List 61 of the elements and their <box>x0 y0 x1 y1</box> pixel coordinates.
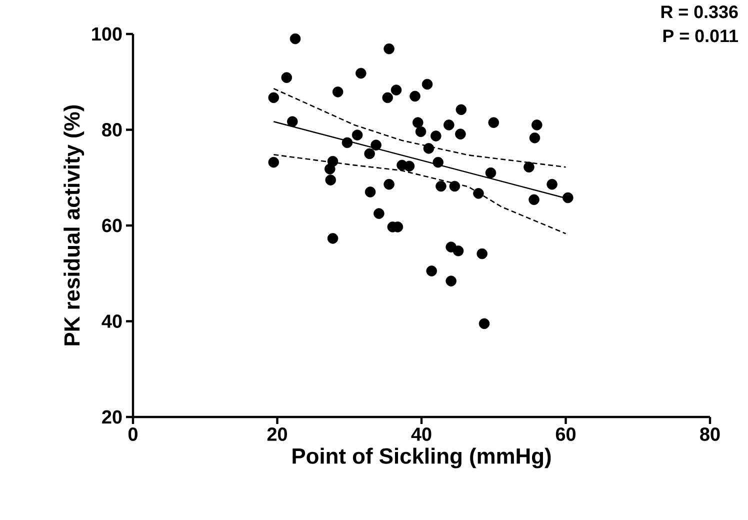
point <box>528 194 540 206</box>
point <box>488 117 500 128</box>
point <box>423 143 434 154</box>
point <box>342 137 353 148</box>
point <box>332 86 344 98</box>
x-axis-title: Point of Sickling (mmHg) <box>292 448 551 468</box>
y-tick-label: 100 <box>92 27 122 41</box>
point <box>455 128 466 140</box>
x-tick-label: 0 <box>128 428 138 441</box>
point <box>325 174 336 186</box>
x-tick-label: 20 <box>267 428 287 441</box>
point <box>281 72 292 83</box>
point <box>478 318 490 330</box>
x-tick-label: 80 <box>700 428 720 441</box>
point <box>384 178 394 190</box>
y-axis-title: PK residual activity (%) <box>64 105 84 346</box>
point <box>364 186 376 198</box>
y-tick-label: 80 <box>102 123 122 136</box>
point <box>452 245 464 256</box>
point <box>476 248 488 260</box>
point <box>422 78 433 90</box>
y-tick-label: 60 <box>102 218 122 232</box>
point <box>432 156 444 168</box>
point <box>290 33 301 44</box>
point <box>356 68 366 79</box>
point <box>430 130 442 142</box>
x-tick-label: 60 <box>556 428 576 441</box>
point <box>268 156 280 168</box>
y-tick-label: 20 <box>102 410 122 424</box>
point <box>473 188 484 199</box>
x-tick-label: 40 <box>411 428 432 441</box>
point <box>287 116 298 127</box>
point <box>449 180 460 192</box>
point <box>485 167 496 178</box>
point <box>364 148 375 160</box>
point <box>415 126 426 138</box>
point <box>529 132 540 144</box>
point <box>436 180 446 192</box>
annotation: P = 0.011 <box>663 30 738 42</box>
point <box>268 92 280 104</box>
point <box>324 164 336 174</box>
point <box>444 120 454 130</box>
point <box>546 178 558 190</box>
point <box>352 130 363 140</box>
point <box>384 43 394 54</box>
point <box>404 160 415 172</box>
y-tick-label: 40 <box>102 314 122 328</box>
point <box>382 92 393 104</box>
text: R = 0.336 <box>661 6 738 18</box>
point <box>426 266 437 276</box>
point <box>562 192 574 204</box>
point <box>410 90 420 102</box>
point <box>370 140 382 150</box>
point <box>412 117 424 128</box>
point <box>456 104 467 116</box>
point <box>390 84 402 96</box>
point <box>327 233 338 244</box>
point <box>524 162 534 172</box>
point <box>446 276 456 286</box>
point <box>374 208 384 219</box>
point <box>532 120 542 130</box>
